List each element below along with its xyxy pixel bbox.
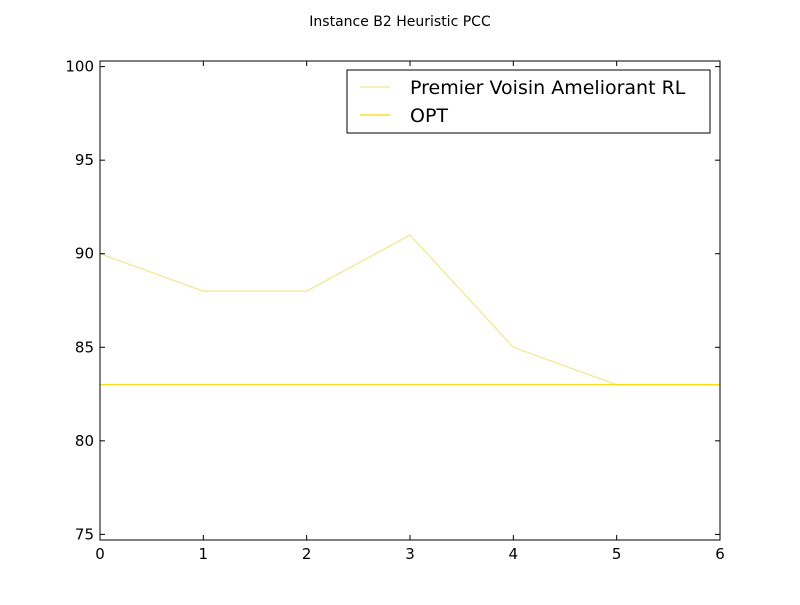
x-tick-label: 2 bbox=[302, 545, 312, 563]
series-line-0 bbox=[99, 234, 720, 386]
y-tick-label: 75 bbox=[75, 525, 94, 543]
plot-area bbox=[99, 234, 720, 386]
x-tick-label: 5 bbox=[612, 545, 622, 563]
legend-label-0: Premier Voisin Ameliorant RL bbox=[410, 77, 686, 99]
y-tick-label: 95 bbox=[75, 151, 94, 169]
axes: 0 1 2 3 4 5 6 75 80 85 90 95 100 bbox=[65, 58, 724, 563]
legend-label-1: OPT bbox=[410, 105, 448, 127]
chart-title: Instance B2 Heuristic PCC bbox=[309, 14, 491, 30]
y-tick-label: 90 bbox=[75, 245, 94, 263]
x-tick-label: 3 bbox=[405, 545, 415, 563]
y-tick-label: 80 bbox=[75, 432, 94, 450]
y-tick-label: 100 bbox=[65, 58, 94, 76]
x-tick-label: 4 bbox=[509, 545, 519, 563]
x-tick-label: 6 bbox=[715, 545, 725, 563]
legend: Premier Voisin Ameliorant RL OPT bbox=[346, 69, 711, 134]
y-tick-label: 85 bbox=[75, 338, 94, 356]
x-tick-label: 0 bbox=[95, 545, 105, 563]
x-tick-label: 1 bbox=[199, 545, 209, 563]
legend-box bbox=[346, 69, 711, 134]
